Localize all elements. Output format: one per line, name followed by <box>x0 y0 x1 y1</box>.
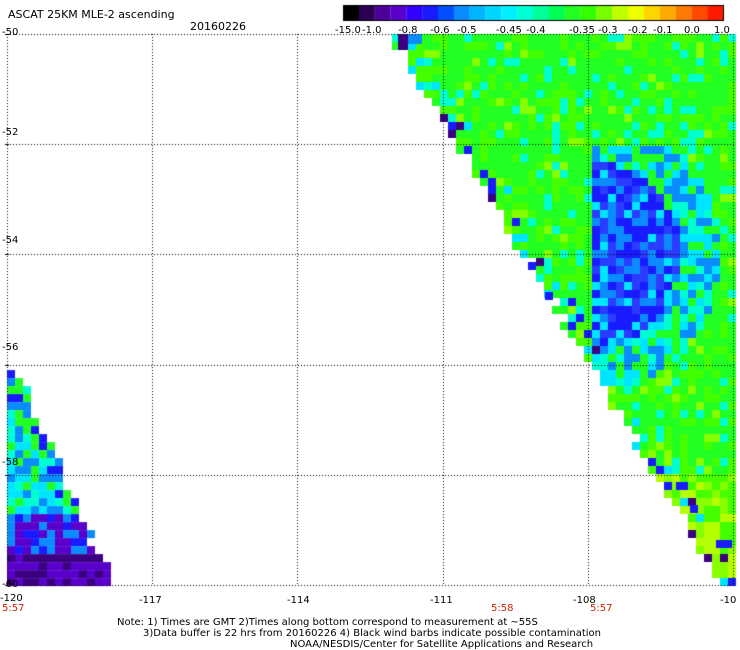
time-label: 5:57 <box>590 603 613 614</box>
lat-tick: -58 <box>2 457 19 468</box>
time-label: 5:57 <box>2 603 25 614</box>
colorbar-label: -0.2 <box>628 25 648 36</box>
lat-tick: -50 <box>2 27 19 38</box>
lon-tick: -114 <box>287 595 310 606</box>
lat-tick: -54 <box>2 235 19 246</box>
colorbar-label: 1.0 <box>714 25 730 36</box>
note-line: 3)Data buffer is 22 hrs from 20160226 4)… <box>143 628 601 639</box>
chart-date: 20160226 <box>190 20 246 33</box>
colorbar-label: -0.4 <box>526 25 546 36</box>
lat-tick: -60 <box>2 579 19 590</box>
lat-tick: -56 <box>2 342 19 353</box>
colorbar-label: 0.0 <box>684 25 700 36</box>
lon-tick: -108 <box>573 595 596 606</box>
lon-tick: -117 <box>139 595 162 606</box>
colorbar-label: -1.0 <box>362 25 382 36</box>
lat-tick: -52 <box>2 127 19 138</box>
colorbar-label: -0.45 <box>496 25 522 36</box>
colorbar-label: -0.3 <box>598 25 618 36</box>
note-line: NOAA/NESDIS/Center for Satellite Applica… <box>290 639 594 650</box>
colorbar-label: -0.1 <box>653 25 673 36</box>
lon-tick: -10 <box>720 595 737 606</box>
note-line: Note: 1) Times are GMT 2)Times along bot… <box>117 617 538 628</box>
lon-tick: -120 <box>0 593 23 604</box>
colorbar-label: -0.35 <box>569 25 595 36</box>
colorbar-label: -0.8 <box>398 25 418 36</box>
colorbar-label: -0.5 <box>457 25 477 36</box>
colorbar-label: -15.0 <box>335 25 361 36</box>
chart-title: ASCAT 25KM MLE-2 ascending <box>8 8 175 21</box>
lon-tick: -111 <box>430 595 453 606</box>
colorbar-label: -0.6 <box>430 25 450 36</box>
time-label: 5:58 <box>491 603 514 614</box>
